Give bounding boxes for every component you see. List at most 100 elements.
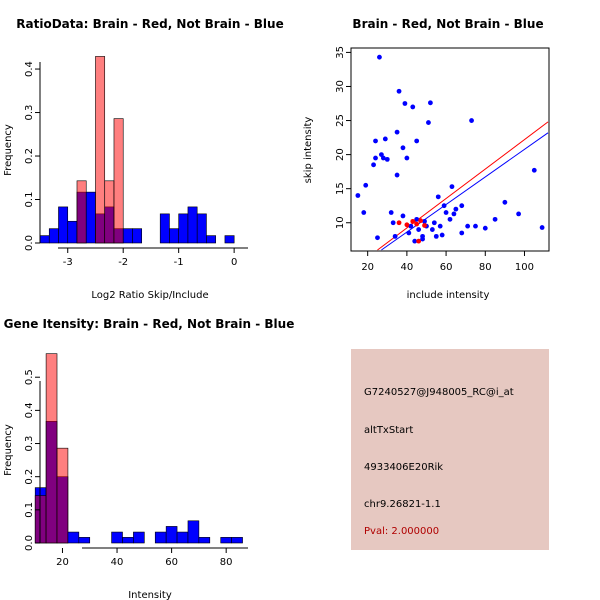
bar-not-brain-11 xyxy=(154,531,167,544)
bar-not-brain-7 xyxy=(111,531,123,544)
bar-not-brain-15 xyxy=(178,213,189,244)
point-not-brain-22 xyxy=(410,104,416,110)
gene-histogram-title: Gene Itensity: Brain - Red, Not Brain - … xyxy=(4,317,295,331)
x-tick-label: 80 xyxy=(479,262,492,273)
bar-not-brain-1 xyxy=(48,228,59,244)
gene-name: 4933406E20Rik xyxy=(364,462,444,473)
bar-brain-0 xyxy=(34,495,47,544)
scatter-plot-box xyxy=(350,47,550,252)
point-not-brain-32 xyxy=(431,220,437,226)
point-not-brain-19 xyxy=(404,155,410,161)
scatter-fit-lines xyxy=(377,121,549,251)
point-not-brain-38 xyxy=(443,210,449,215)
y-tick-label: 25 xyxy=(335,114,346,127)
bar-not-brain-10 xyxy=(132,228,143,244)
point-not-brain-36 xyxy=(439,232,445,238)
point-brain-4 xyxy=(418,218,423,224)
y-tick-label: 30 xyxy=(335,80,346,93)
point-not-brain-18 xyxy=(402,101,408,106)
point-not-brain-52 xyxy=(531,167,537,173)
bar-not-brain-3 xyxy=(67,531,80,544)
x-tick-label: 20 xyxy=(361,262,374,273)
bar-not-brain-13 xyxy=(176,531,189,544)
point-not-brain-12 xyxy=(390,220,396,226)
x-tick-label: 40 xyxy=(401,262,414,273)
y-tick-label: 0.1 xyxy=(24,502,35,518)
bar-not-brain-15 xyxy=(198,537,211,544)
y-tick-label: 0.2 xyxy=(24,469,35,485)
point-not-brain-4 xyxy=(373,155,378,161)
point-not-brain-40 xyxy=(449,184,455,190)
y-tick-label: 10 xyxy=(335,216,346,229)
point-brain-6 xyxy=(422,223,427,228)
bar-not-brain-8 xyxy=(122,537,134,544)
y-tick-label: 0.3 xyxy=(24,105,35,121)
probe-id: G7240527@J948005_RC@i_at xyxy=(364,387,514,398)
point-not-brain-30 xyxy=(428,100,433,106)
bar-not-brain-12 xyxy=(165,526,178,544)
bar-not-brain-17 xyxy=(220,537,232,544)
ratio-histogram-x-ticks: -3 -2 -1 0 xyxy=(63,248,237,268)
point-not-brain-11 xyxy=(388,210,394,215)
point-not-brain-3 xyxy=(371,162,376,168)
point-brain-3 xyxy=(414,221,420,227)
point-not-brain-21 xyxy=(408,223,414,229)
gene-histogram-xlabel: Intensity xyxy=(128,590,172,600)
intensity-scatter: Brain - Red, Not Brain - Blue 20 40 60 80 10… xyxy=(303,17,550,301)
point-not-brain-8 xyxy=(380,155,386,161)
y-tick-label: 0.5 xyxy=(24,369,35,385)
bar-not-brain-0 xyxy=(39,235,50,244)
x-tick-label: 60 xyxy=(440,262,453,273)
point-not-brain-49 xyxy=(492,216,498,222)
point-not-brain-27 xyxy=(422,218,427,224)
bar-brain-2 xyxy=(56,447,69,544)
bar-not-brain-9 xyxy=(133,531,145,544)
point-not-brain-56 xyxy=(400,213,406,219)
point-brain-0 xyxy=(396,220,402,226)
bar-brain-8 xyxy=(113,118,124,244)
scatter-x-ticks: 20 40 60 80 100 xyxy=(361,251,534,273)
point-not-brain-17 xyxy=(400,145,406,151)
point-not-brain-13 xyxy=(392,233,398,239)
x-tick-label: -3 xyxy=(63,257,73,268)
bar-not-brain-2 xyxy=(58,206,69,244)
x-tick-label: -1 xyxy=(174,257,184,268)
bar-not-brain-20 xyxy=(224,235,235,244)
bar-not-brain-18 xyxy=(206,235,216,244)
point-not-brain-53 xyxy=(539,225,545,230)
y-tick-label: 0.0 xyxy=(24,535,35,551)
point-not-brain-16 xyxy=(396,88,402,94)
point-brain-5 xyxy=(416,238,422,244)
gene-histogram-y-ticks: 0.0 0.1 0.2 0.3 0.4 0.5 xyxy=(24,369,40,551)
point-not-brain-35 xyxy=(437,223,443,229)
point-not-brain-43 xyxy=(459,203,465,209)
bar-not-brain-18 xyxy=(231,537,243,544)
bar-not-brain-5 xyxy=(85,191,96,244)
point-not-brain-2 xyxy=(363,182,369,188)
y-tick-label: 0.0 xyxy=(24,235,35,251)
point-not-brain-6 xyxy=(377,54,382,60)
y-tick-label: 0.2 xyxy=(24,148,35,164)
x-tick-label: 0 xyxy=(231,257,237,268)
scatter-y-ticks: 10 15 20 25 30 35 xyxy=(335,46,351,229)
point-not-brain-47 xyxy=(473,223,478,229)
bar-brain-6 xyxy=(95,56,106,244)
gene-histogram-ylabel: Frequency xyxy=(3,424,14,476)
point-not-brain-31 xyxy=(429,227,435,232)
point-not-brain-33 xyxy=(433,233,439,239)
bar-not-brain-16 xyxy=(187,206,198,244)
point-not-brain-46 xyxy=(469,118,474,123)
bar-not-brain-13 xyxy=(159,213,170,244)
scatter-xlabel: include intensity xyxy=(407,290,490,301)
point-not-brain-50 xyxy=(502,199,508,205)
y-tick-label: 0.3 xyxy=(24,436,35,452)
point-not-brain-15 xyxy=(394,172,400,178)
ratio-histogram-xlabel: Log2 Ratio Skip/Include xyxy=(91,290,208,301)
fit-line-brain xyxy=(377,121,549,251)
y-tick-label: 0.4 xyxy=(24,61,35,77)
event-type: altTxStart xyxy=(364,425,414,436)
y-tick-label: 0.4 xyxy=(24,402,35,418)
x-tick-label: -2 xyxy=(118,257,128,268)
bar-not-brain-9 xyxy=(122,228,133,244)
